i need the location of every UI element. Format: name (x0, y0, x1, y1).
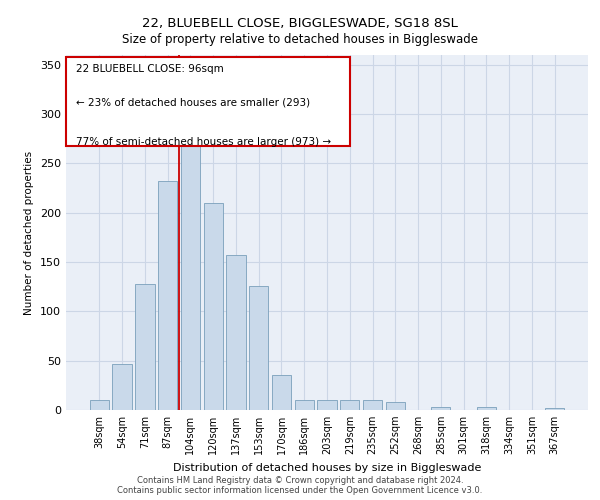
Bar (545, 408, 564, 410)
Text: Contains public sector information licensed under the Open Government Licence v3: Contains public sector information licen… (118, 486, 482, 495)
Bar (317, 400, 337, 410)
Text: 22, BLUEBELL CLOSE, BIGGLESWADE, SG18 8SL: 22, BLUEBELL CLOSE, BIGGLESWADE, SG18 8S… (142, 18, 458, 30)
Bar (181, 131, 200, 410)
Bar (272, 376, 291, 410)
X-axis label: Distribution of detached houses by size in Biggleswade: Distribution of detached houses by size … (173, 462, 481, 472)
Bar (431, 407, 451, 410)
Text: Contains HM Land Registry data © Crown copyright and database right 2024.: Contains HM Land Registry data © Crown c… (137, 476, 463, 485)
Bar (340, 400, 359, 410)
Bar (203, 203, 223, 410)
Bar (476, 407, 496, 410)
Text: 77% of semi-detached houses are larger (973) →: 77% of semi-detached houses are larger (… (76, 136, 332, 146)
Text: Size of property relative to detached houses in Biggleswade: Size of property relative to detached ho… (122, 32, 478, 46)
Bar (363, 400, 382, 410)
FancyBboxPatch shape (66, 57, 350, 146)
Bar (386, 402, 405, 410)
Bar (295, 400, 314, 410)
Bar (158, 181, 178, 410)
Bar (90, 400, 109, 410)
Bar (135, 284, 155, 410)
Bar (112, 364, 132, 410)
Text: ← 23% of detached houses are smaller (293): ← 23% of detached houses are smaller (29… (76, 98, 311, 108)
Bar (226, 255, 245, 410)
Text: 22 BLUEBELL CLOSE: 96sqm: 22 BLUEBELL CLOSE: 96sqm (76, 64, 224, 74)
Bar (249, 286, 268, 410)
Y-axis label: Number of detached properties: Number of detached properties (25, 150, 34, 314)
